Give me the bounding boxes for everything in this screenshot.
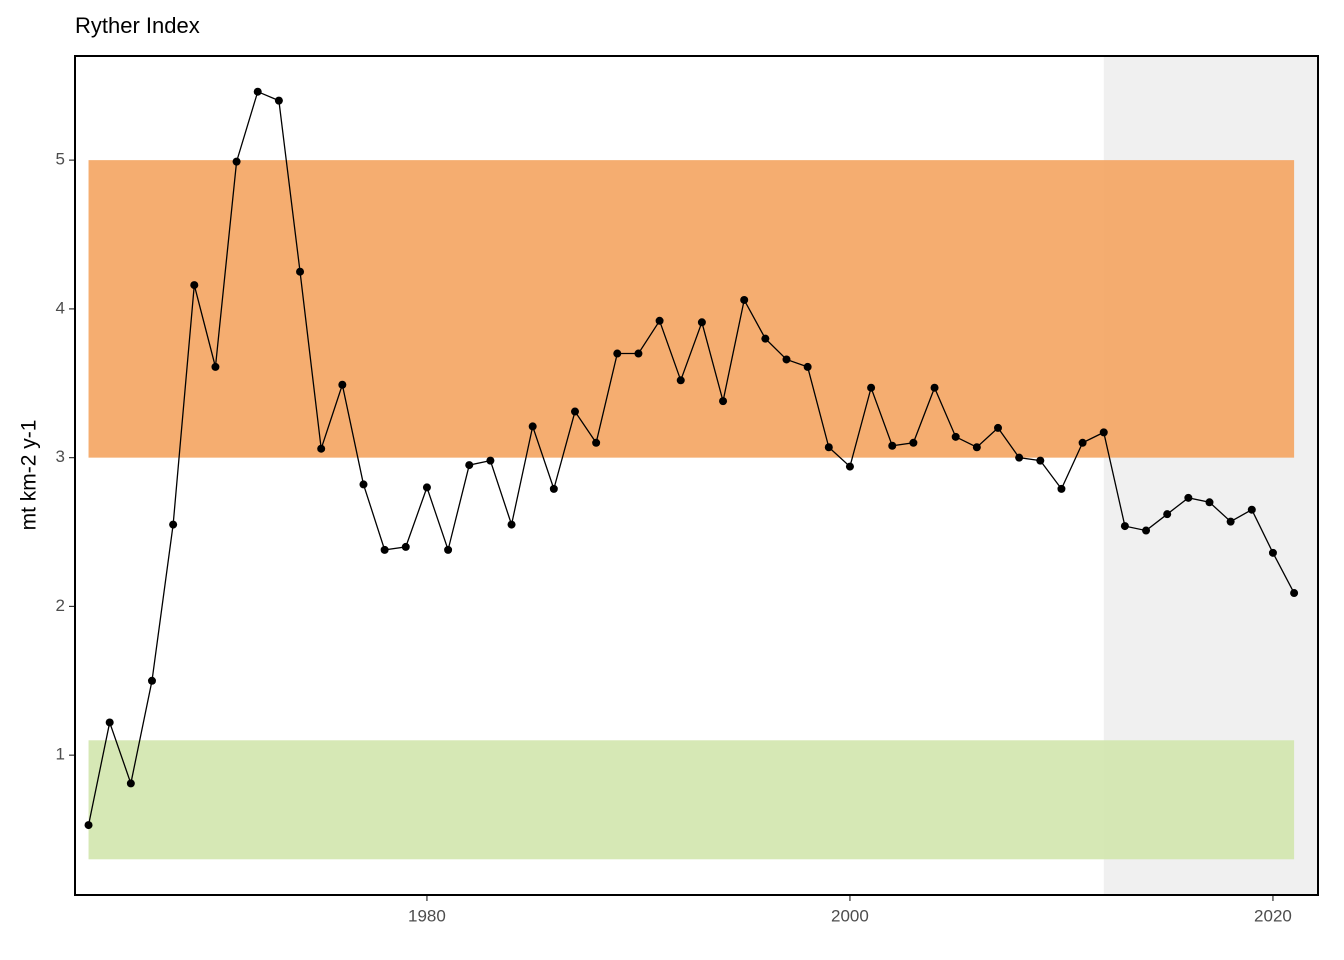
data-point [84, 821, 93, 830]
data-point [592, 438, 601, 447]
data-point [126, 779, 135, 788]
data-point [570, 407, 579, 416]
data-point [1163, 510, 1172, 519]
y-tick-label: 4 [56, 298, 65, 317]
data-point [147, 676, 156, 685]
data-point [613, 349, 622, 358]
data-point [528, 422, 537, 431]
data-point [444, 545, 453, 554]
data-point [359, 480, 368, 489]
data-point [1205, 498, 1214, 507]
x-tick-label: 2020 [1254, 906, 1292, 925]
data-point [486, 456, 495, 465]
data-point [972, 443, 981, 452]
data-point [296, 267, 305, 276]
data-point [676, 376, 685, 385]
data-point [740, 295, 749, 304]
data-point [422, 483, 431, 492]
data-point [232, 157, 241, 166]
data-point [1142, 526, 1151, 535]
data-point [465, 461, 474, 470]
data-point [719, 397, 728, 406]
band [88, 740, 1295, 860]
data-point [1226, 517, 1235, 526]
series-line [87, 90, 1295, 826]
data-point [888, 441, 897, 450]
data-point [1078, 438, 1087, 447]
y-tick-label: 3 [56, 447, 65, 466]
data-point [274, 96, 283, 105]
data-point [1184, 493, 1193, 502]
data-point [951, 432, 960, 441]
data-point [824, 443, 833, 452]
plot-border [74, 55, 1319, 896]
data-point [549, 484, 558, 493]
data-point [930, 383, 939, 392]
y-axis-label: mt km-2 y-1 [18, 420, 41, 531]
data-point [338, 380, 347, 389]
data-point [909, 438, 918, 447]
data-point [993, 423, 1002, 432]
data-point [253, 87, 262, 96]
x-tick-label: 1980 [408, 906, 446, 925]
data-point [1247, 505, 1256, 514]
data-point [1057, 484, 1066, 493]
data-point [380, 545, 389, 554]
data-point [782, 355, 791, 364]
data-point [211, 362, 220, 371]
x-tick-label: 2000 [831, 906, 869, 925]
data-point [867, 383, 876, 392]
y-tick-label: 2 [56, 596, 65, 615]
data-point [655, 316, 664, 325]
data-point [1290, 589, 1299, 598]
data-point [1036, 456, 1045, 465]
data-point [1099, 428, 1108, 437]
band [88, 160, 1295, 458]
data-point [190, 281, 199, 290]
y-tick-label: 1 [56, 745, 65, 764]
data-point [401, 542, 410, 551]
data-point [845, 462, 854, 471]
data-point [803, 362, 812, 371]
y-tick-label: 5 [56, 150, 65, 169]
data-point [697, 318, 706, 327]
data-point [169, 520, 178, 529]
data-point [105, 718, 114, 727]
data-point [761, 334, 770, 343]
data-point [634, 349, 643, 358]
data-point [1015, 453, 1024, 462]
data-point [317, 444, 326, 453]
data-point [507, 520, 516, 529]
data-point [1120, 522, 1129, 531]
chart-title: Ryther Index [75, 13, 200, 38]
data-point [1268, 548, 1277, 557]
